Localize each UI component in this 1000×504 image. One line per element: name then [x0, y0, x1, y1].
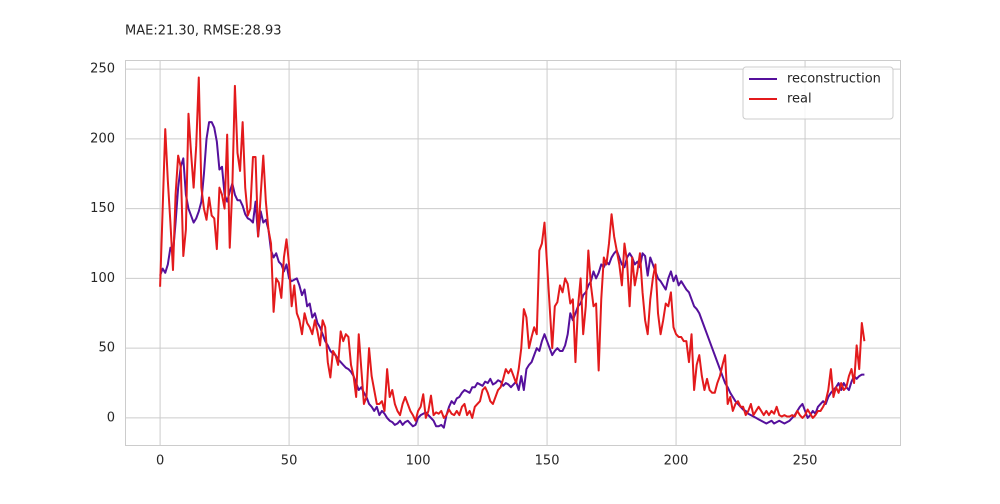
chart-title: MAE:21.30, RMSE:28.93: [125, 24, 282, 39]
plot-frame: [125, 60, 901, 446]
y-tick-label: 150: [90, 201, 115, 216]
y-tick-label: 50: [98, 341, 115, 356]
legend-label: reconstruction: [787, 72, 881, 87]
legend-box: [742, 66, 894, 120]
x-tick-label: 50: [281, 454, 298, 469]
legend-label: real: [787, 92, 812, 107]
y-tick-label: 0: [107, 410, 115, 425]
y-tick-label: 100: [90, 271, 115, 286]
y-tick-label: 250: [90, 62, 115, 77]
series-line: [159, 76, 866, 422]
x-tick-label: 150: [535, 454, 560, 469]
x-tick-label: 100: [406, 454, 431, 469]
x-tick-label: 0: [156, 454, 164, 469]
x-tick-label: 200: [664, 454, 689, 469]
x-tick-label: 250: [793, 454, 818, 469]
y-tick-label: 200: [90, 131, 115, 146]
